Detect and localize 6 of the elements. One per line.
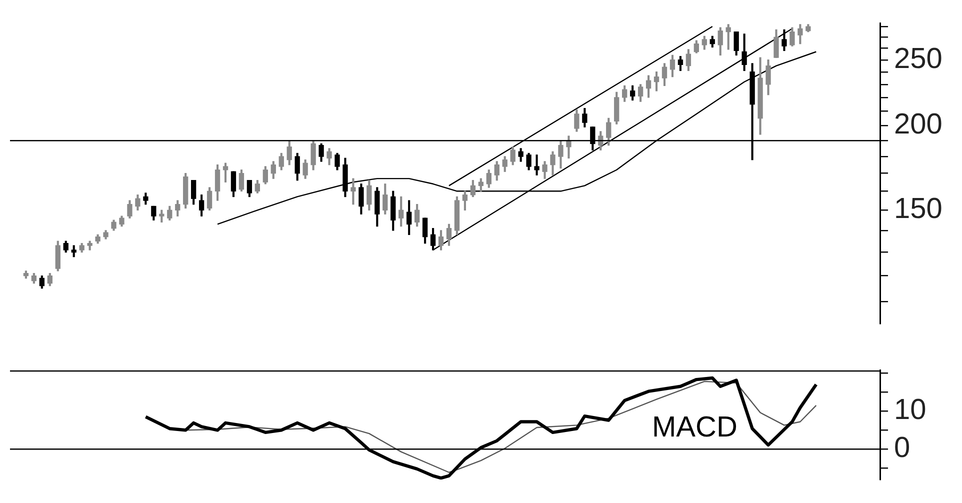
series-label: MACD [652,411,738,444]
y-tick-label: 200 [894,108,942,141]
y-tick-label: 0 [894,432,910,464]
y-tick-label: 10 [894,394,926,426]
y-tick-label: 150 [894,193,942,226]
y-tick-label: 250 [894,42,942,75]
